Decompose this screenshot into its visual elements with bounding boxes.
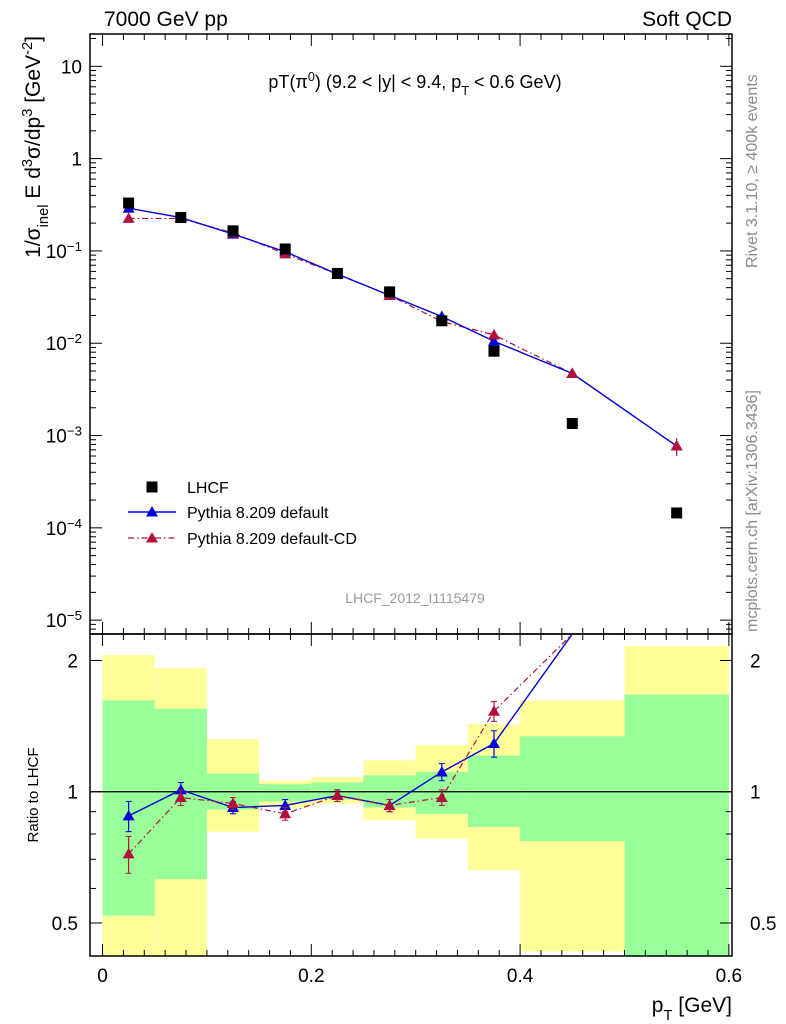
ratio-y-tick-label-right: 1 <box>750 783 761 804</box>
x-tick-label: 0 <box>97 966 108 987</box>
header-energy-label: 7000 GeV pp <box>104 8 228 31</box>
point-lhcf <box>279 243 291 255</box>
point-default-cd <box>122 212 135 223</box>
ratio-y-tick-label-left: 2 <box>67 651 78 672</box>
legend-marker-lhcf <box>146 481 158 493</box>
uncertainty-band-inner <box>259 784 312 802</box>
point-lhcf <box>436 315 448 327</box>
ratio-y-tick-label-right: 2 <box>750 651 761 672</box>
y-tick-label: 10−3 <box>46 423 82 448</box>
point-lhcf <box>488 345 500 357</box>
legend-label: Pythia 8.209 default-CD <box>187 531 357 548</box>
ratio-point-default-cd <box>174 791 187 802</box>
legend-marker-default <box>146 506 158 517</box>
series-default-line <box>128 207 678 447</box>
legend-marker-default-cd <box>146 532 158 543</box>
point-default-cd <box>566 367 579 378</box>
ratio-point-default <box>122 809 135 821</box>
y-axis-title: 1/σinel E d3σ/dp3 [GeV-2] <box>20 36 52 258</box>
ratio-y-axis-title: Ratio to LHCF <box>25 747 42 842</box>
legend-label: LHCF <box>187 480 229 497</box>
analysis-watermark: LHCF_2012_I1115479 <box>345 590 485 606</box>
ratio-point-default-cd <box>383 799 396 810</box>
ratio-point-default-cd <box>279 807 292 819</box>
point-default-cd <box>487 328 500 340</box>
ratio-y-tick-label-right: 0.5 <box>750 914 776 935</box>
y-tick-label: 10−4 <box>46 515 82 540</box>
point-lhcf <box>671 507 683 519</box>
ratio-point-default <box>174 783 187 795</box>
x-tick-label: 0.4 <box>507 966 534 987</box>
header-process-label: Soft QCD <box>642 8 732 31</box>
ratio-point-default <box>435 765 448 777</box>
ratio-y-tick-label-left: 0.5 <box>52 914 78 935</box>
uncertainty-band-inner <box>520 736 625 842</box>
point-lhcf <box>566 418 578 430</box>
ratio-point-default-cd <box>487 705 500 716</box>
point-default <box>487 335 500 346</box>
y-tick-label: 1 <box>71 150 82 171</box>
x-tick-label: 0.2 <box>298 966 324 987</box>
ratio-point-default <box>487 737 500 749</box>
y-tick-label: 10−1 <box>46 238 82 263</box>
point-lhcf <box>384 286 396 298</box>
ratio-point-default-cd <box>227 797 240 808</box>
ratio-y-tick-label-left: 1 <box>67 783 78 804</box>
ratio-plot-frame <box>89 633 733 957</box>
x-tick-label: 0.6 <box>716 966 742 987</box>
point-lhcf <box>123 197 135 209</box>
x-axis-title: pT [GeV] <box>652 994 732 1024</box>
ratio-point-default-cd <box>435 791 448 802</box>
y-tick-label: 10 <box>61 57 82 78</box>
uncertainty-band-inner <box>624 694 729 956</box>
legend-label: Pythia 8.209 default <box>187 505 329 522</box>
point-lhcf <box>331 267 343 279</box>
y-tick-label: 10−5 <box>46 608 82 633</box>
point-lhcf <box>227 225 239 237</box>
ratio-point-default-cd <box>331 789 344 801</box>
series-default-cd-line <box>128 217 678 447</box>
ratio-point-default-cd <box>122 847 135 859</box>
plot-title: pT(π0) (9.2 < |y| < 9.4, pT < 0.6 GeV) <box>268 70 561 98</box>
y-tick-label: 10−2 <box>46 331 82 356</box>
point-lhcf <box>175 212 187 224</box>
